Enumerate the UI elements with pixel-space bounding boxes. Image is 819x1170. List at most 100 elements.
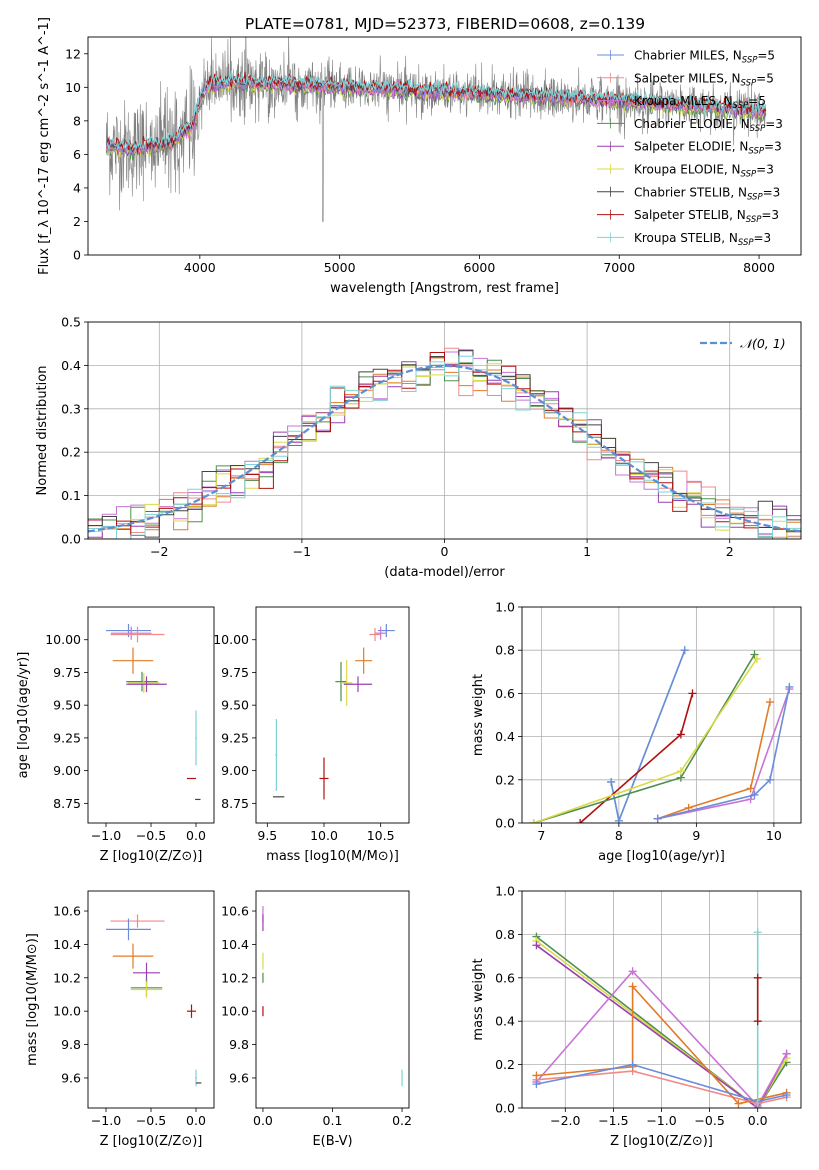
panel-mass_vs_EBV: 0.0 0.1 0.2 9.6 9.8 10.0 10.2 10.4 10.6 E(B-V) (221, 890, 412, 1149)
axes-frame (87, 36, 802, 256)
y-axis-label: mass [log10(M/M⊙)] (25, 933, 40, 1066)
weight-point (753, 928, 762, 937)
x-axis-label: age [log10(age/yr)] (598, 849, 725, 864)
x-tick-label: 0.2 (392, 1113, 412, 1128)
y-tick-label: 0.3 (61, 401, 81, 416)
x-tick-label: 8000 (743, 260, 775, 275)
weight-point (628, 1060, 637, 1069)
weight-line (535, 935, 788, 1108)
plot-area-mass_vs_Z (106, 914, 202, 1087)
legend-label: Salpeter MILES, NSSP=5 (634, 71, 774, 88)
legend-label: Salpeter ELODIE, NSSP=3 (634, 140, 782, 157)
legend-label: 𝒩(0, 1) (740, 336, 786, 351)
y-tick-label: 10.6 (53, 904, 81, 919)
weight-point (753, 1017, 762, 1026)
y-tick-label: 1.0 (495, 600, 515, 615)
panel-weight_vs_age: 7 8 9 10 0.0 0.2 0.4 0.6 0.8 1.0 age [log10(age/yr… (471, 600, 802, 864)
plot-area-mass_vs_EBV (262, 906, 403, 1087)
panel-mass_vs_Z: −1.0 −0.5 0.0 9.6 9.8 10.0 10.2 10.4 10.6 Z [log1… (25, 890, 215, 1149)
y-tick-label: 0.0 (61, 532, 81, 547)
x-tick-label: 10.5 (367, 828, 395, 843)
panel-spectrum: 4000 5000 6000 7000 8000 0 2 4 6 8 10 12 wavelength … (37, 17, 802, 296)
x-tick-label: 5000 (324, 260, 356, 275)
y-tick-label: 9.50 (53, 698, 81, 713)
weight-line (536, 1063, 787, 1103)
weight-point (532, 1071, 541, 1080)
y-tick-label: 9.8 (61, 1037, 81, 1052)
x-tick-label: −0.5 (136, 1113, 166, 1128)
weight-point (782, 1049, 791, 1058)
y-tick-label: 0.2 (495, 1057, 515, 1072)
residual-histogram (88, 355, 801, 539)
model-spectrum-line (105, 76, 767, 155)
x-tick-label: 0.0 (186, 1113, 206, 1128)
weight-point (532, 941, 541, 950)
x-tick-label: 0.0 (186, 828, 206, 843)
x-tick-label: −0.5 (136, 828, 166, 843)
x-tick-label: 1 (583, 544, 591, 559)
y-tick-label: 0.4 (495, 729, 515, 744)
x-tick-label: 0.0 (253, 1113, 273, 1128)
y-tick-label: 0.0 (495, 816, 515, 831)
weight-line (533, 658, 758, 823)
y-tick-label: 1.0 (495, 884, 515, 899)
y-tick-label: 10.4 (53, 937, 81, 952)
y-tick-label: 9.25 (221, 730, 249, 745)
y-tick-label: 0.4 (61, 358, 81, 373)
x-tick-label: −1.0 (91, 1113, 121, 1128)
y-tick-label: 9.8 (229, 1037, 249, 1052)
x-tick-label: 7000 (603, 260, 635, 275)
legend-label: Chabrier ELODIE, NSSP=3 (634, 117, 783, 134)
legend-label: Kroupa MILES, NSSP=5 (634, 94, 766, 111)
y-tick-label: 10.6 (221, 904, 249, 919)
x-axis-label: Z [log10(Z/Z⊙)] (610, 1134, 713, 1149)
y-tick-label: 9.25 (53, 730, 81, 745)
x-tick-label: −0.5 (694, 1113, 724, 1128)
plot-area-residuals (88, 322, 801, 539)
legend-label: Chabrier MILES, NSSP=5 (634, 49, 775, 66)
x-axis-label: E(B-V) (312, 1134, 352, 1149)
weight-point (785, 682, 794, 691)
y-tick-label: 0.8 (495, 643, 515, 658)
y-tick-label: 0.8 (495, 927, 515, 942)
x-tick-label: 6000 (464, 260, 496, 275)
legend-label: Kroupa STELIB, NSSP=3 (634, 231, 771, 248)
y-tick-label: 8 (73, 113, 81, 128)
y-tick-label: 9.6 (229, 1070, 249, 1085)
y-tick-label: 9.50 (221, 698, 249, 713)
plot-area-weight_vs_Z (522, 891, 801, 1108)
panel-age_vs_Z: −1.0 −0.5 0.0 8.75 9.00 9.25 9.50 9.75 10.00 Z [l… (16, 606, 215, 864)
y-tick-label: 0.6 (495, 686, 515, 701)
weight-point (532, 1080, 541, 1089)
y-tick-label: 0.4 (495, 1014, 515, 1029)
x-tick-label: 10.0 (310, 828, 338, 843)
weight-point (628, 982, 637, 991)
plot-area-age_vs_Z (106, 624, 201, 801)
x-tick-label: 0 (441, 544, 449, 559)
y-tick-label: 0.0 (495, 1101, 515, 1116)
y-tick-label: 10.2 (53, 970, 81, 985)
legend: Chabrier MILES, NSSP=5 Salpeter MILES, NS… (597, 49, 783, 248)
figure-title: PLATE=0781, MJD=52373, FIBERID=0608, z=0… (245, 15, 645, 33)
y-tick-label: 0.5 (61, 315, 81, 330)
y-tick-label: 2 (73, 214, 81, 229)
axes-frame (521, 890, 802, 1109)
y-tick-label: 12 (65, 46, 81, 61)
y-tick-label: 10.4 (221, 937, 249, 952)
weight-point (628, 967, 637, 976)
y-tick-label: 4 (73, 180, 81, 195)
y-tick-label: 10.2 (221, 970, 249, 985)
y-axis-label: Flux [f_λ 10^-17 erg cm^-2 s^-1 A^-1] (37, 17, 52, 275)
x-tick-label: −1.0 (91, 828, 121, 843)
weight-point (746, 784, 755, 793)
x-tick-label: 7 (537, 828, 545, 843)
y-tick-label: 8.75 (221, 796, 249, 811)
weight-point (766, 698, 774, 707)
y-tick-label: 9.00 (53, 763, 81, 778)
weight-point (750, 790, 759, 799)
weight-line (535, 970, 788, 1108)
y-tick-label: 6 (73, 147, 81, 162)
weight-point (529, 819, 538, 823)
weight-point (688, 689, 697, 698)
